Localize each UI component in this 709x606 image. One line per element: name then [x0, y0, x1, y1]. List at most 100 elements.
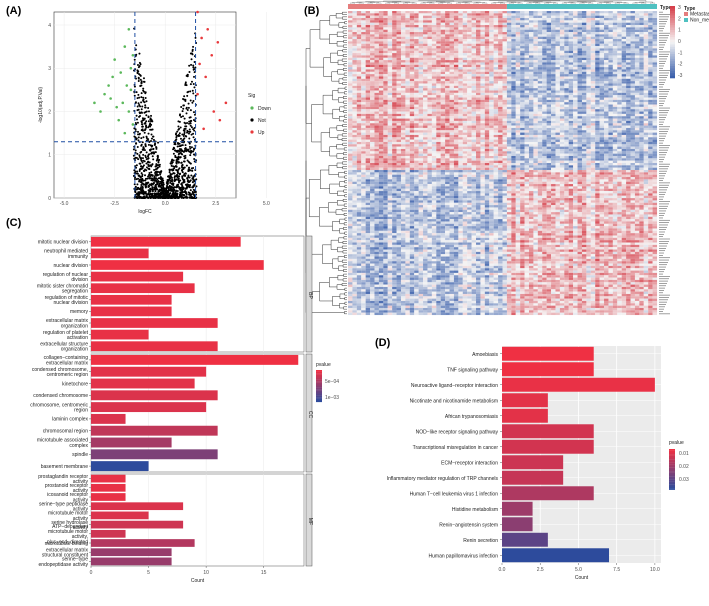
heatmap-cell: [374, 67, 379, 70]
heatmap-cell: [462, 104, 468, 107]
data-point-not: [144, 92, 147, 95]
heatmap-cell: [480, 109, 485, 112]
heatmap-cell: [365, 90, 371, 93]
data-point-not: [140, 143, 143, 146]
data-point-not: [138, 65, 141, 68]
heatmap-cell: [608, 22, 613, 26]
heatmap-cell: [604, 74, 609, 77]
heatmap-cell: [493, 25, 499, 28]
heatmap-cell: [643, 36, 649, 40]
data-point-not: [165, 188, 168, 191]
heatmap-cell: [489, 36, 494, 40]
heatmap-cell: [348, 67, 353, 70]
heatmap-cell: [648, 92, 653, 96]
heatmap-cell: [476, 11, 481, 14]
heatmap-cell: [581, 60, 587, 63]
data-point-down: [119, 71, 123, 74]
data-point-not: [154, 185, 157, 188]
heatmap-cell: [480, 74, 485, 77]
heatmap-cell: [621, 95, 627, 98]
heatmap-cell: [387, 39, 393, 42]
heatmap-cell: [555, 13, 560, 16]
heatmap-cell: [604, 55, 609, 58]
data-point-not: [181, 168, 184, 171]
data-point-not: [142, 164, 145, 167]
heatmap-cell: [573, 50, 578, 54]
heatmap-cell: [528, 48, 534, 51]
heatmap-cell: [652, 102, 658, 105]
heatmap-cell: [634, 20, 640, 23]
heatmap-cell: [528, 95, 534, 98]
heatmap-cell: [537, 97, 543, 100]
heatmap-cell: [467, 97, 472, 100]
heatmap-cell: [431, 116, 437, 119]
heatmap-cell: [621, 34, 627, 37]
heatmap-cell: [515, 34, 521, 37]
data-point-not: [142, 190, 145, 193]
heatmap-cell: [453, 116, 459, 119]
heatmap-cell: [480, 81, 485, 84]
heatmap-cell: [551, 97, 556, 100]
heatmap-cell: [356, 81, 362, 84]
heatmap-cell: [528, 41, 534, 44]
data-point-not: [177, 153, 180, 156]
heatmap-cell: [520, 50, 525, 54]
data-point-not: [153, 179, 156, 182]
heatmap-cell: [648, 11, 653, 14]
heatmap-cell: [476, 85, 481, 89]
heatmap-cell: [559, 109, 565, 112]
x-tick-label: 2.5: [212, 201, 219, 207]
y-axis-title: -log10(adj.P.Val): [38, 87, 44, 124]
data-point-not: [147, 174, 150, 177]
heatmap-cell: [528, 22, 534, 26]
heatmap-cell: [533, 69, 538, 72]
heatmap-cell: [480, 95, 485, 98]
heatmap-cell: [423, 88, 428, 91]
heatmap-cell: [573, 71, 578, 75]
heatmap-cell: [537, 85, 543, 89]
heatmap-cell: [502, 41, 507, 44]
heatmap-cell: [462, 90, 468, 93]
heatmap-cell: [568, 111, 574, 114]
data-point-not: [135, 91, 138, 94]
heatmap-cell: [546, 43, 552, 47]
heatmap-cell: [374, 60, 379, 63]
data-point-not: [190, 174, 193, 177]
data-point-not: [141, 141, 144, 144]
heatmap-cell: [551, 104, 556, 107]
heatmap-cell: [652, 48, 658, 51]
heatmap-cell: [604, 60, 609, 63]
heatmap-cell: [498, 13, 503, 16]
heatmap-cell: [493, 22, 499, 26]
heatmap-cell: [431, 62, 437, 65]
heatmap-cell: [462, 83, 468, 86]
heatmap-cell: [511, 78, 516, 82]
heatmap-cell: [387, 125, 393, 128]
heatmap-cell: [471, 102, 477, 105]
heatmap-cell: [440, 11, 446, 14]
heatmap-cell: [484, 22, 490, 26]
heatmap-cell: [524, 88, 530, 91]
heatmap-cell: [471, 123, 477, 126]
heatmap-cell: [453, 106, 459, 110]
heatmap-cell: [467, 32, 472, 35]
heatmap-cell: [599, 123, 605, 126]
heatmap-cell: [559, 43, 565, 47]
heatmap-cell: [361, 78, 366, 82]
heatmap-cell: [537, 13, 543, 16]
heatmap-cell: [506, 123, 512, 126]
heatmap-cell: [546, 102, 552, 105]
heatmap-cell: [537, 29, 543, 33]
heatmap-cell: [387, 27, 393, 30]
data-point-not: [194, 66, 197, 69]
heatmap-cell: [427, 92, 432, 96]
heatmap-cell: [493, 74, 499, 77]
data-point-not: [172, 194, 175, 197]
heatmap-cell: [378, 83, 384, 86]
heatmap-cell: [476, 50, 481, 54]
heatmap-cell: [374, 48, 379, 51]
heatmap-cell: [374, 36, 379, 40]
heatmap-cell: [559, 64, 565, 68]
heatmap-cell: [559, 102, 565, 105]
heatmap-cell: [577, 92, 583, 96]
